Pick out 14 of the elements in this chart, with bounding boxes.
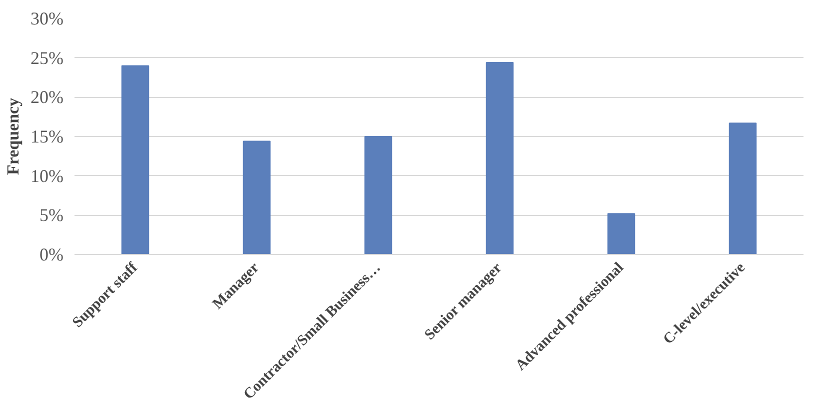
y-axis-title: Frequency <box>4 97 23 176</box>
bar <box>728 122 757 254</box>
bar <box>607 213 636 254</box>
y-tick-label: 25% <box>30 48 64 68</box>
bar <box>242 140 271 254</box>
y-tick-label: 20% <box>30 87 64 108</box>
bar <box>121 65 150 254</box>
y-tick-label: 5% <box>40 205 64 226</box>
y-tick-label: 0% <box>40 244 64 264</box>
y-tick-label: 15% <box>30 126 64 146</box>
y-tick-label: 10% <box>30 166 64 186</box>
bar <box>364 136 392 254</box>
y-tick-label: 30% <box>30 8 64 28</box>
bar <box>486 62 514 254</box>
